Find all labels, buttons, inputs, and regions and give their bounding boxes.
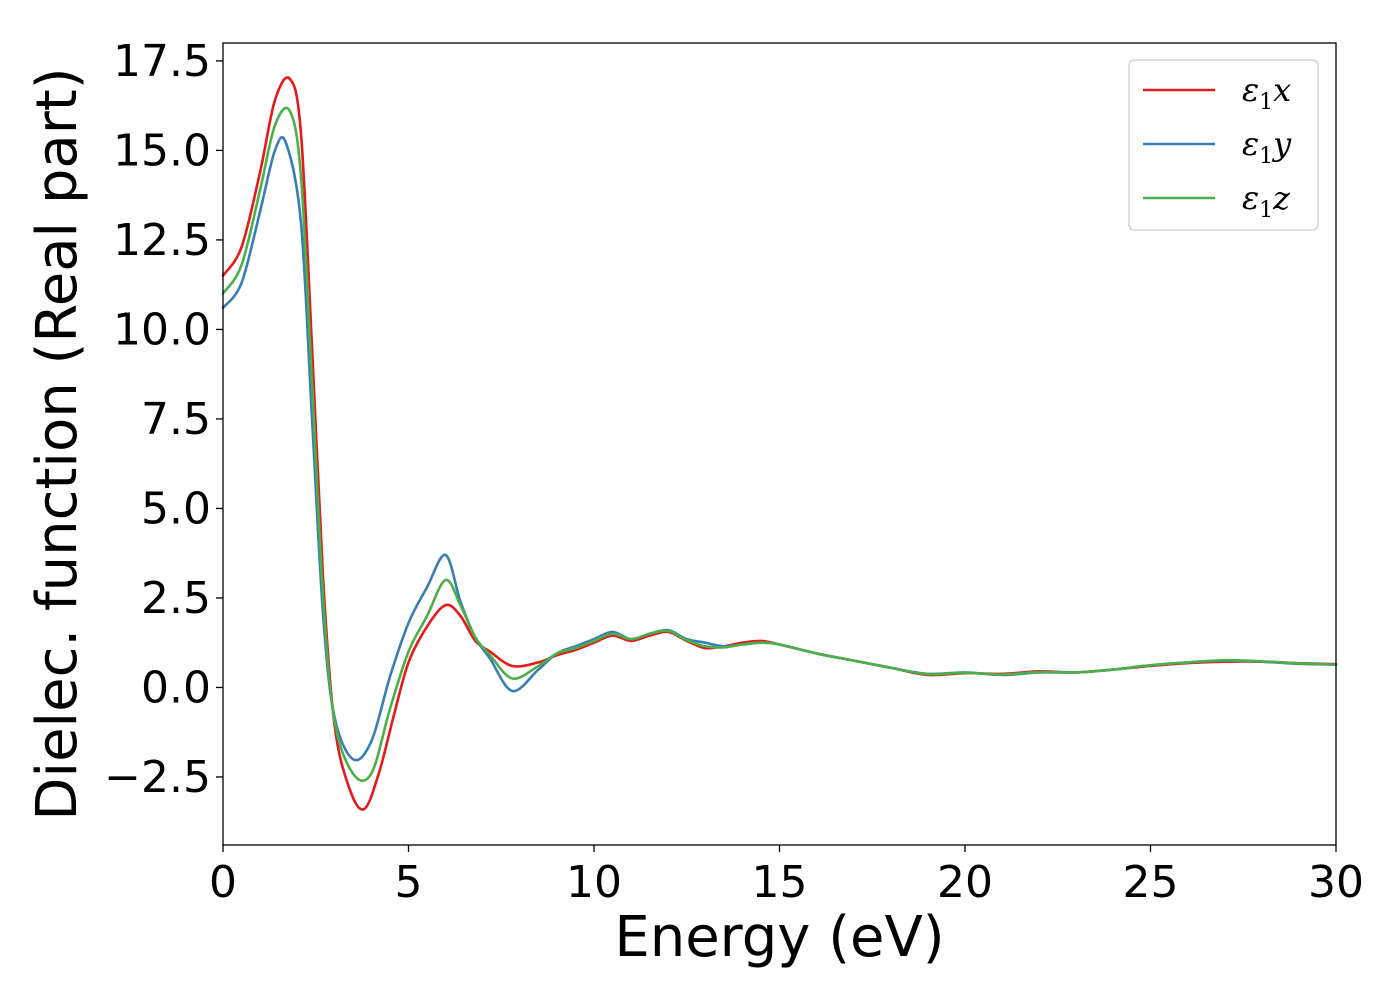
x-tick-label: 5 — [395, 857, 423, 908]
y-tick-label: 2.5 — [141, 573, 211, 624]
x-tick-label: 20 — [937, 857, 993, 908]
y-tick-label: 0.0 — [141, 662, 211, 713]
legend: ε1x ε1y ε1z — [1128, 59, 1319, 231]
y-tick-label: 12.5 — [113, 215, 211, 266]
y-axis: −2.5 0.0 2.5 5.0 7.5 10.0 12.5 15.0 17.5 — [104, 36, 223, 803]
legend-box — [1128, 59, 1319, 231]
series-layer — [221, 76, 1338, 811]
y-tick-label: 17.5 — [113, 36, 211, 87]
y-tick-label: 15.0 — [113, 125, 211, 176]
x-tick-label: 30 — [1308, 857, 1364, 908]
legend-label-y: ε1y — [1242, 125, 1292, 169]
y-axis-title: Dielec. function (Real part) — [25, 67, 90, 820]
y-tick-label: 10.0 — [113, 304, 211, 355]
x-tick-label: 15 — [752, 857, 808, 908]
x-axis: 0 5 10 15 20 25 30 — [209, 845, 1364, 908]
legend-label-x: ε1x — [1242, 71, 1291, 115]
series-line-z — [221, 106, 1338, 783]
legend-label-z: ε1z — [1242, 179, 1291, 223]
y-tick-label: 7.5 — [141, 394, 211, 445]
x-tick-label: 0 — [209, 857, 237, 908]
y-tick-label: 5.0 — [141, 483, 211, 534]
x-axis-title: Energy (eV) — [614, 905, 944, 970]
x-tick-label: 10 — [566, 857, 622, 908]
y-tick-label: −2.5 — [104, 752, 211, 803]
x-tick-label: 25 — [1123, 857, 1179, 908]
